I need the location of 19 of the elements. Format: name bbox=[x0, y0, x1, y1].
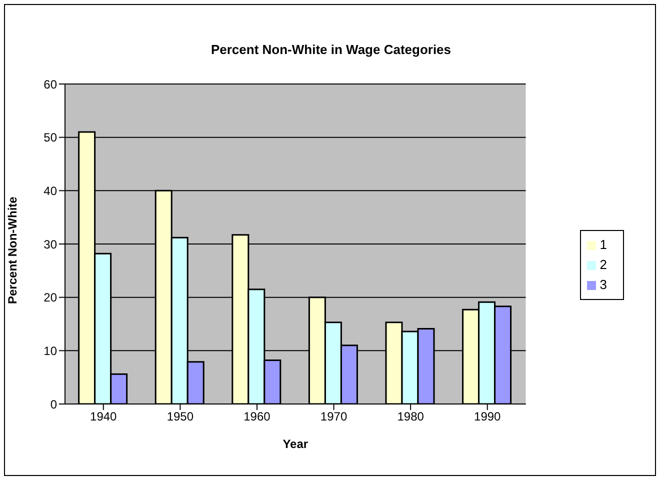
x-tick-label: 1950 bbox=[166, 410, 194, 424]
y-tick-label: 60 bbox=[44, 77, 58, 92]
x-tick-label: 1980 bbox=[397, 410, 424, 424]
x-axis-title: Year bbox=[282, 437, 308, 451]
y-axis-title: Percent Non-White bbox=[5, 196, 20, 304]
y-tick-label: 50 bbox=[44, 130, 58, 145]
y-tick-label: 30 bbox=[44, 237, 58, 252]
y-tick-label: 40 bbox=[44, 184, 58, 198]
legend-label: 2 bbox=[600, 257, 607, 272]
legend-label: 3 bbox=[600, 277, 607, 292]
x-tick-label: 1970 bbox=[320, 410, 348, 424]
x-tick-label: 1960 bbox=[244, 410, 271, 424]
legend-label: 1 bbox=[600, 237, 607, 252]
x-tick-label: 1940 bbox=[90, 410, 118, 424]
y-tick-label: 0 bbox=[50, 397, 58, 412]
x-tick-label: 1990 bbox=[474, 410, 502, 424]
y-tick-label: 10 bbox=[44, 344, 58, 358]
y-tick-label: 20 bbox=[44, 290, 58, 305]
chart-title: Percent Non-White in Wage Categories bbox=[210, 42, 452, 57]
